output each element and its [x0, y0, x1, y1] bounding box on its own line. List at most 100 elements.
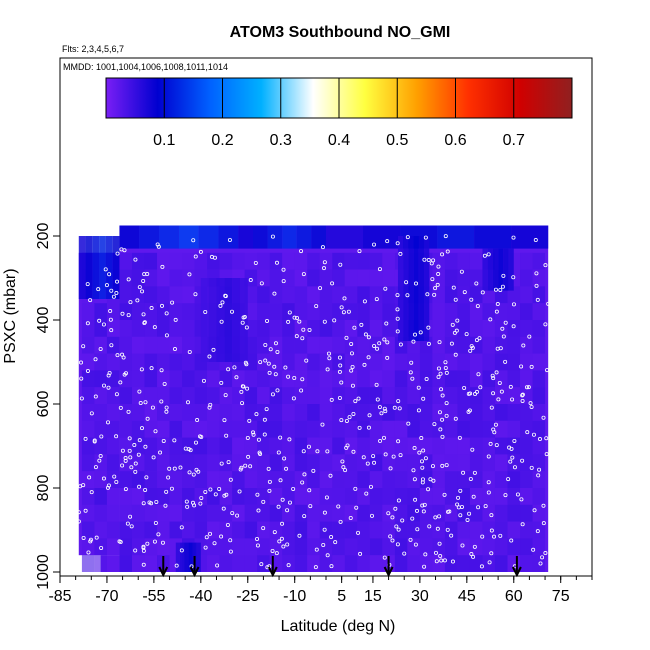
sample-point [237, 489, 242, 494]
sample-point [356, 396, 361, 401]
sample-point [156, 532, 161, 537]
heatmap-cell [296, 225, 312, 249]
sample-point [163, 503, 168, 508]
sample-point [508, 459, 513, 464]
sample-point [511, 275, 516, 280]
sample-point [279, 536, 284, 541]
sample-point [472, 544, 477, 549]
heatmap-cell [207, 370, 220, 388]
heatmap-cell [357, 269, 370, 287]
sample-point [443, 360, 448, 365]
sample-point [414, 508, 419, 513]
heatmap-cell [432, 269, 445, 287]
heatmap-cell [269, 404, 283, 421]
heatmap-cell [169, 387, 183, 404]
sample-point [274, 260, 279, 265]
heatmap-cell [394, 370, 408, 388]
heatmap-cell [407, 353, 420, 371]
sample-point [509, 538, 514, 543]
sample-point [227, 237, 232, 242]
heatmap-cell [175, 542, 180, 572]
sample-point [315, 449, 320, 454]
sample-point [89, 411, 94, 416]
dates-subtitle: MMDD: 1001,1004,1006,1008,1011,1014 [63, 62, 228, 72]
sample-point [297, 319, 302, 324]
sample-point [408, 537, 413, 542]
heatmap-cell [207, 538, 220, 556]
sample-point [494, 370, 499, 375]
sample-point [418, 330, 423, 335]
heatmap-cell [92, 236, 100, 299]
sample-point [396, 498, 401, 503]
heatmap-cell [494, 336, 508, 354]
sample-point [468, 348, 473, 353]
heatmap-cell [369, 521, 383, 539]
heatmap-cell [182, 269, 195, 287]
sample-point [458, 513, 463, 518]
heatmap-cell [532, 387, 546, 404]
sample-point [212, 541, 217, 546]
heatmap-cell [457, 269, 470, 287]
sample-point [366, 355, 371, 360]
heatmap-cell [169, 353, 183, 371]
sample-point [248, 464, 253, 469]
heatmap-cell [244, 504, 258, 522]
heatmap-cell [269, 521, 283, 539]
sample-point [468, 476, 473, 481]
heatmap-cell [432, 303, 445, 320]
sample-point [246, 454, 251, 459]
sample-point [537, 467, 542, 472]
sample-point [154, 499, 159, 504]
heatmap-cell [105, 236, 113, 299]
sample-point [160, 264, 165, 269]
sample-point [480, 290, 485, 295]
sample-point [215, 563, 220, 568]
heatmap-cell [244, 387, 258, 404]
heatmap-cell [332, 320, 345, 337]
heatmap-cell [157, 538, 170, 556]
sample-point [123, 487, 128, 492]
sample-point [398, 342, 403, 347]
heatmap-cell [494, 370, 508, 388]
sample-point [476, 372, 481, 377]
sample-point [405, 293, 410, 298]
sample-point [311, 468, 316, 473]
sample-point [349, 341, 354, 346]
heatmap-cell [394, 471, 408, 488]
sample-point [353, 399, 358, 404]
sample-point [160, 540, 165, 545]
sample-point [390, 515, 395, 520]
heatmap-cell [382, 387, 395, 404]
sample-point [435, 526, 440, 531]
heatmap-cell [332, 488, 345, 505]
sample-point [108, 317, 113, 322]
heatmap-cell [419, 370, 433, 388]
heatmap-cell [444, 504, 458, 522]
sample-point [509, 446, 514, 451]
sample-point [512, 465, 517, 470]
heatmap-cell [319, 471, 333, 488]
sample-point [444, 370, 449, 375]
sample-point [325, 449, 330, 454]
heatmap-cell [169, 488, 183, 505]
heatmap-cell [81, 488, 95, 505]
heatmap-cell [169, 437, 183, 455]
sample-point [302, 472, 307, 477]
heatmap-cell [307, 370, 320, 388]
colorbar-tick-label: 0.1 [153, 132, 175, 149]
sample-point [321, 266, 326, 271]
sample-point [543, 263, 548, 268]
x-tick-label: 60 [505, 588, 523, 605]
sample-point [85, 321, 90, 326]
heatmap-cell [344, 538, 358, 556]
sample-point [354, 505, 359, 510]
heatmap-cell [94, 387, 107, 404]
sample-point [451, 285, 456, 290]
sample-point [193, 440, 198, 445]
sample-point [492, 534, 497, 539]
heatmap-cell [269, 437, 283, 455]
heatmap-cell [307, 286, 320, 304]
heatmap-cell [157, 387, 170, 404]
heatmap-cell [144, 286, 158, 304]
sample-point [243, 360, 248, 365]
